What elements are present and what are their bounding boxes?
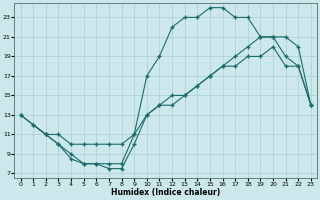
X-axis label: Humidex (Indice chaleur): Humidex (Indice chaleur)	[111, 188, 220, 197]
